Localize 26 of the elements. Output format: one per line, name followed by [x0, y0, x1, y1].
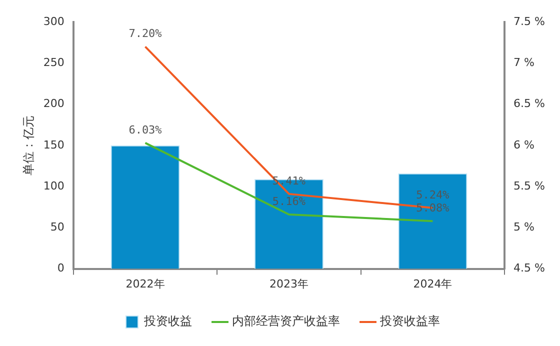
legend-label: 投资收益 — [143, 314, 192, 328]
y-tick-label: 200 — [43, 97, 64, 110]
y2-tick-label: 7.5 % — [514, 14, 546, 28]
data-label: 7.20% — [128, 27, 162, 40]
x-tick-label: 2024年 — [413, 277, 452, 290]
legend-label: 内部经营资产收益率 — [232, 314, 340, 328]
y2-tick-label: 5 % — [514, 220, 535, 234]
y-axis-title: 单位：亿元 — [21, 115, 36, 176]
y-tick-label: 300 — [43, 14, 64, 28]
y-tick-label: 0 — [57, 262, 64, 275]
data-label: 5.16% — [272, 194, 306, 208]
x-tick-label: 2022年 — [126, 277, 165, 290]
legend-label: 投资收益率 — [379, 314, 440, 328]
data-label: 6.03% — [128, 123, 162, 136]
y2-tick-label: 6 % — [514, 138, 535, 152]
data-label: 5.08% — [416, 201, 450, 214]
y2-tick-label: 7 % — [514, 56, 535, 69]
y-tick-label: 100 — [43, 179, 64, 192]
data-label: 5.24% — [416, 188, 450, 202]
x-tick-label: 2023年 — [269, 277, 308, 290]
y2-tick-label: 6.5 % — [514, 97, 546, 110]
y-tick-label: 250 — [43, 56, 64, 69]
y-tick-label: 150 — [43, 138, 64, 152]
y2-tick-label: 5.5 % — [514, 179, 546, 192]
y-tick-label: 50 — [50, 220, 64, 234]
y2-tick-label: 4.5 % — [514, 262, 546, 275]
